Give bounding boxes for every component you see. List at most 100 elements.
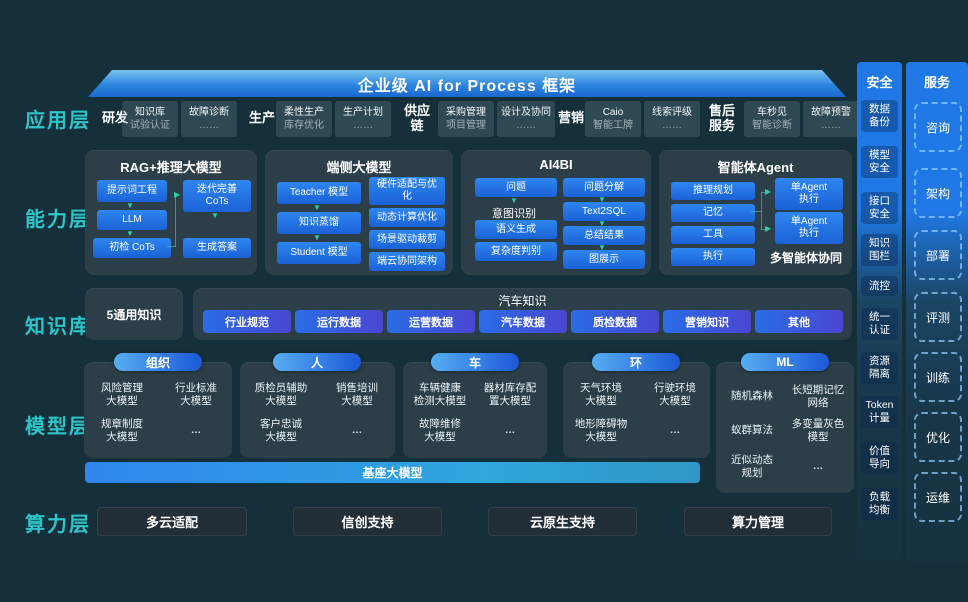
app-item-line1: 柔性生产 (284, 107, 324, 118)
app-item-line2: …… (199, 120, 219, 131)
layer-label-knowledge: 知识库 (25, 316, 91, 338)
arrow-right-icon: ▶ (765, 187, 772, 196)
feature-box: 场景驱动裁剪 (369, 230, 445, 249)
service-item: 咨询 (914, 102, 962, 152)
app-item-line1: 线索评级 (652, 107, 692, 118)
model-cell: 天气环境 大模型 (580, 382, 622, 407)
flow-node-label: 迭代完善 CoTs (197, 184, 237, 207)
flow-node-label: 执行 (703, 251, 723, 262)
services-title: 服务 (923, 75, 950, 90)
model-cell: 长短期记忆 网络 (791, 384, 845, 409)
flow-node: 初检 CoTs (93, 238, 171, 258)
layer-label-compute: 算力层 (25, 514, 91, 536)
app-item-line1: Caio (602, 107, 624, 118)
model-group-vehicle: 车 车辆健康 检测大模型 器材库存配 置大模型 故障维修 大模型 … (403, 353, 547, 458)
app-item-line1: 设计及协同 (501, 107, 551, 118)
app-item-line1: 故障预警 (811, 107, 851, 118)
app-item-line2: …… (821, 120, 841, 131)
model-cell: 行业标准 大模型 (175, 382, 217, 407)
connector-line (167, 246, 176, 247)
security-item: 统一 认证 (861, 308, 898, 340)
app-item: 设计及协同 …… (497, 101, 555, 137)
flow-step-text: 意图识别 (492, 208, 536, 220)
arrow-down-icon: ▼ (510, 196, 518, 205)
arrow-down-icon: ▼ (598, 243, 606, 252)
model-group-people: 人 质检员辅助 大模型 销售培训 大模型 客户忠诚 大模型 … (240, 353, 395, 458)
service-item: 训练 (914, 352, 962, 402)
flow-node: 提示词工程 (97, 180, 167, 202)
app-item-line1: 知识库 (135, 107, 165, 118)
panel-ai4bi: AI4BI 问题 ▼ 意图识别 语义生成 复杂度判别 问题分解 ▼ Text2S… (461, 150, 651, 275)
compute-box-cloudnative: 云原生支持 (488, 507, 637, 536)
arrow-down-icon: ▼ (313, 233, 321, 242)
feature-label: 动态计算优化 (377, 211, 437, 223)
app-item: 采购管理 项目管理 (438, 101, 494, 137)
model-group-pill: ML (741, 353, 829, 371)
general-knowledge-box: 5通用知识 (85, 288, 183, 340)
panel-edge-model: 端侧大模型 Teacher 模型 ▼ 知识蒸馏 ▼ Student 模型 硬件适… (265, 150, 453, 275)
flow-node: LLM (97, 210, 167, 230)
arrow-down-icon: ▼ (126, 229, 134, 238)
app-item: 柔性生产 库存优化 (276, 101, 332, 137)
flow-node: 记忆 (671, 204, 755, 222)
app-item-line2: …… (353, 120, 373, 131)
flow-node: 单Agent 执行 (775, 212, 843, 244)
model-cell-more: … (190, 424, 202, 436)
security-item: 模型 安全 (861, 146, 898, 178)
flow-node: Teacher 模型 (277, 182, 361, 204)
panel-title: AI4BI (539, 157, 573, 172)
model-cell: 多变量灰色 模型 (791, 418, 845, 443)
app-group-label-production: 生产 (248, 110, 275, 125)
panel-title: 端侧大模型 (326, 160, 392, 175)
app-item: 线索评级 …… (644, 101, 700, 137)
feature-label: 场景驱动裁剪 (377, 233, 437, 245)
model-group-environment: 环 天气环境 大模型 行驶环境 大模型 地形障碍物 大模型 … (563, 353, 710, 458)
arrow-right-icon: ▶ (765, 224, 772, 233)
panel-rag-reasoning: RAG+推理大模型 提示词工程 ▼ LLM ▼ 初检 CoTs ▶ 迭代完善 C… (85, 150, 257, 275)
app-item-line2: 智能工牌 (593, 120, 633, 131)
knowledge-pill: 行业规范 (203, 310, 291, 333)
flow-node: Text2SQL (563, 202, 645, 221)
flow-node-label: 图展示 (589, 253, 619, 265)
flow-node-label: 生成答案 (197, 242, 237, 253)
security-item: 价值 导向 (861, 442, 898, 474)
service-item: 部署 (914, 230, 962, 280)
flow-node: 工具 (671, 226, 755, 244)
model-cell: 行驶环境 大模型 (654, 382, 696, 407)
app-item-line1: 车秒见 (757, 107, 787, 118)
connector-line (751, 211, 761, 212)
arrow-down-icon: ▼ (598, 195, 606, 204)
flow-node: 总结结果 (563, 226, 645, 245)
panel-title: 智能体Agent (717, 160, 794, 175)
model-cell-more: … (504, 424, 516, 436)
app-group-label-aftersales: 售后服务 (708, 103, 735, 133)
app-item-line1: 生产计划 (343, 107, 383, 118)
security-item: 知识 围栏 (861, 234, 898, 266)
security-item: 流控 (861, 276, 898, 296)
model-cell-more: … (669, 424, 681, 436)
model-cell: 近似动态 规划 (731, 454, 773, 479)
model-cell: 销售培训 大模型 (336, 382, 378, 407)
service-item: 评测 (914, 292, 962, 342)
flow-node-label: 总结结果 (584, 229, 624, 241)
model-cell: 车辆健康 检测大模型 (413, 382, 467, 407)
connector-line (761, 192, 769, 193)
banner-title: 企业级 AI for Process 框架 (357, 77, 577, 95)
flow-node: 复杂度判别 (475, 242, 557, 261)
service-item: 运维 (914, 472, 962, 522)
app-item-line1: 故障诊断 (189, 107, 229, 118)
app-item: 知识库 试验认证 (122, 101, 178, 137)
security-item: 接口 安全 (861, 192, 898, 224)
flow-node-label: Text2SQL (582, 205, 626, 217)
security-item: 负载 均衡 (861, 488, 898, 520)
app-item-line2: 试验认证 (130, 120, 170, 131)
compute-box-management: 算力管理 (684, 507, 832, 536)
compute-box-xinchuang: 信创支持 (293, 507, 442, 536)
model-cell: 客户忠诚 大模型 (260, 418, 302, 443)
app-group-label-supplychain: 供应链 (403, 103, 430, 133)
connector-line (761, 192, 762, 230)
model-cell: 地形障碍物 大模型 (574, 418, 628, 443)
feature-label: 端云协同架构 (377, 255, 437, 267)
compute-box-multicloud: 多云适配 (97, 507, 247, 536)
model-group-pill: 组织 (114, 353, 202, 371)
